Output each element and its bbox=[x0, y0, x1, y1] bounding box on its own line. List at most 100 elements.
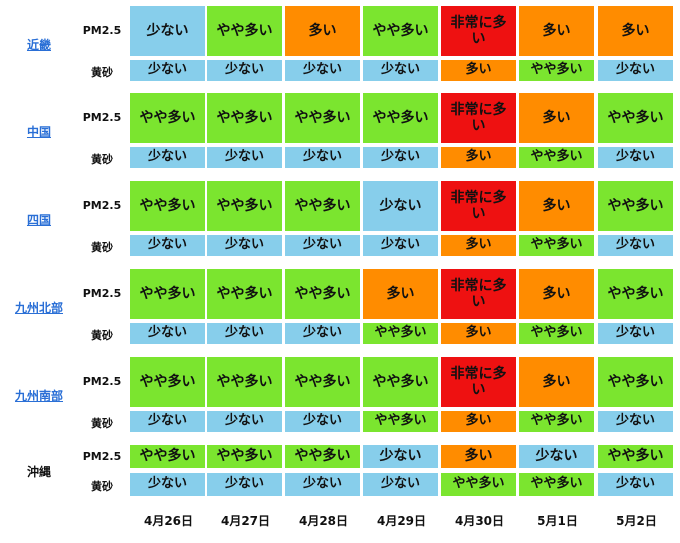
pm25-cell: 少ない bbox=[363, 181, 438, 231]
pm25-cell: 非常に多い bbox=[441, 6, 516, 56]
pm25-cell: 多い bbox=[363, 269, 438, 319]
pm25-cell: 非常に多い bbox=[441, 357, 516, 407]
pm25-cell: 非常に多い bbox=[441, 93, 516, 143]
pm25-cell: やや多い bbox=[207, 6, 282, 56]
pm25-cell: やや多い bbox=[363, 93, 438, 143]
kosa-cell: 少ない bbox=[598, 411, 673, 432]
kosa-cell: 少ない bbox=[598, 147, 673, 168]
pm25-cell: 少ない bbox=[363, 445, 438, 468]
kosa-cell: 少ない bbox=[207, 147, 282, 168]
kosa-cell: やや多い bbox=[363, 323, 438, 344]
kosa-label: 黄砂 bbox=[91, 152, 113, 166]
kosa-label: 黄砂 bbox=[91, 479, 113, 493]
date-label: 4月30日 bbox=[454, 514, 505, 528]
kosa-cell: 少ない bbox=[207, 235, 282, 256]
kosa-cell: やや多い bbox=[363, 411, 438, 432]
pm25-cell: やや多い bbox=[207, 181, 282, 231]
kosa-cell: 少ない bbox=[285, 473, 360, 496]
kosa-cell: 少ない bbox=[363, 235, 438, 256]
kosa-cell: 少ない bbox=[130, 60, 205, 81]
date-label: 4月29日 bbox=[376, 514, 427, 528]
kosa-cell: 少ない bbox=[285, 235, 360, 256]
pm25-cell: やや多い bbox=[130, 93, 205, 143]
pm25-cell: やや多い bbox=[130, 181, 205, 231]
pm25-cell: やや多い bbox=[285, 445, 360, 468]
pm25-cell: 非常に多い bbox=[441, 181, 516, 231]
region-name[interactable]: 近畿 bbox=[26, 37, 51, 52]
pm25-cell: やや多い bbox=[598, 269, 673, 319]
pm25-cell: やや多い bbox=[285, 357, 360, 407]
pm25-cell: やや多い bbox=[598, 357, 673, 407]
kosa-cell: やや多い bbox=[441, 473, 516, 496]
region-name[interactable]: 九州南部 bbox=[14, 388, 63, 403]
date-label: 4月26日 bbox=[143, 514, 194, 528]
region-name[interactable]: 九州北部 bbox=[14, 300, 63, 315]
pm25-label: PM2.5 bbox=[82, 199, 122, 212]
kosa-cell: 多い bbox=[441, 147, 516, 168]
kosa-cell: 少ない bbox=[130, 235, 205, 256]
kosa-cell: 少ない bbox=[285, 323, 360, 344]
pm25-cell: やや多い bbox=[363, 357, 438, 407]
date-label: 5月2日 bbox=[616, 514, 657, 528]
pm25-label: PM2.5 bbox=[82, 449, 122, 463]
kosa-cell: やや多い bbox=[519, 411, 594, 432]
kosa-cell: 少ない bbox=[130, 411, 205, 432]
kosa-cell: 少ない bbox=[285, 147, 360, 168]
pm25-label: PM2.5 bbox=[82, 375, 122, 388]
kosa-label: 黄砂 bbox=[91, 328, 113, 342]
date-label: 4月27日 bbox=[220, 514, 271, 528]
pm25-cell: やや多い bbox=[285, 269, 360, 319]
pm25-label: PM2.5 bbox=[82, 111, 122, 124]
pm25-cell: 多い bbox=[519, 6, 594, 56]
pm25-cell: やや多い bbox=[285, 181, 360, 231]
pm25-cell: 多い bbox=[598, 6, 673, 56]
pm25-cell: やや多い bbox=[207, 357, 282, 407]
kosa-cell: 少ない bbox=[598, 473, 673, 496]
kosa-cell: 少ない bbox=[130, 323, 205, 344]
region-name[interactable]: 四国 bbox=[26, 212, 51, 227]
kosa-cell: やや多い bbox=[519, 235, 594, 256]
pm25-cell: 少ない bbox=[130, 6, 205, 56]
kosa-cell: 少ない bbox=[207, 323, 282, 344]
kosa-cell: 多い bbox=[441, 411, 516, 432]
pm25-cell: 少ない bbox=[519, 445, 594, 468]
kosa-label: 黄砂 bbox=[91, 416, 113, 430]
region-name: 沖縄 bbox=[26, 464, 51, 479]
kosa-cell: 少ない bbox=[598, 60, 673, 81]
pm25-cell: 非常に多い bbox=[441, 269, 516, 319]
kosa-cell: 多い bbox=[441, 235, 516, 256]
pm25-cell: やや多い bbox=[598, 181, 673, 231]
kosa-cell: やや多い bbox=[519, 147, 594, 168]
kosa-cell: 少ない bbox=[130, 147, 205, 168]
kosa-cell: 少ない bbox=[207, 411, 282, 432]
kosa-label: 黄砂 bbox=[91, 240, 113, 254]
pm25-cell: やや多い bbox=[130, 445, 205, 468]
kosa-cell: 少ない bbox=[285, 411, 360, 432]
kosa-cell: やや多い bbox=[519, 323, 594, 344]
pm25-cell: やや多い bbox=[285, 93, 360, 143]
kosa-cell: 多い bbox=[441, 60, 516, 81]
kosa-cell: 少ない bbox=[363, 60, 438, 81]
date-label: 4月28日 bbox=[298, 514, 349, 528]
kosa-cell: 多い bbox=[441, 323, 516, 344]
pm25-cell: 多い bbox=[519, 269, 594, 319]
pm25-cell: やや多い bbox=[130, 269, 205, 319]
kosa-label: 黄砂 bbox=[91, 65, 113, 79]
pm25-cell: 多い bbox=[441, 445, 516, 468]
kosa-cell: 少ない bbox=[130, 473, 205, 496]
kosa-cell: 少ない bbox=[207, 473, 282, 496]
date-label: 5月1日 bbox=[537, 514, 578, 528]
pm25-cell: やや多い bbox=[207, 93, 282, 143]
pm25-cell: 多い bbox=[285, 6, 360, 56]
kosa-cell: 少ない bbox=[363, 473, 438, 496]
pm25-cell: やや多い bbox=[130, 357, 205, 407]
kosa-cell: 少ない bbox=[285, 60, 360, 81]
kosa-cell: 少ない bbox=[363, 147, 438, 168]
pm25-cell: 多い bbox=[519, 181, 594, 231]
pm25-label: PM2.5 bbox=[82, 24, 122, 37]
pm25-cell: やや多い bbox=[207, 269, 282, 319]
pm25-cell: やや多い bbox=[207, 445, 282, 468]
region-name[interactable]: 中国 bbox=[26, 124, 51, 139]
pm25-label: PM2.5 bbox=[82, 287, 122, 300]
